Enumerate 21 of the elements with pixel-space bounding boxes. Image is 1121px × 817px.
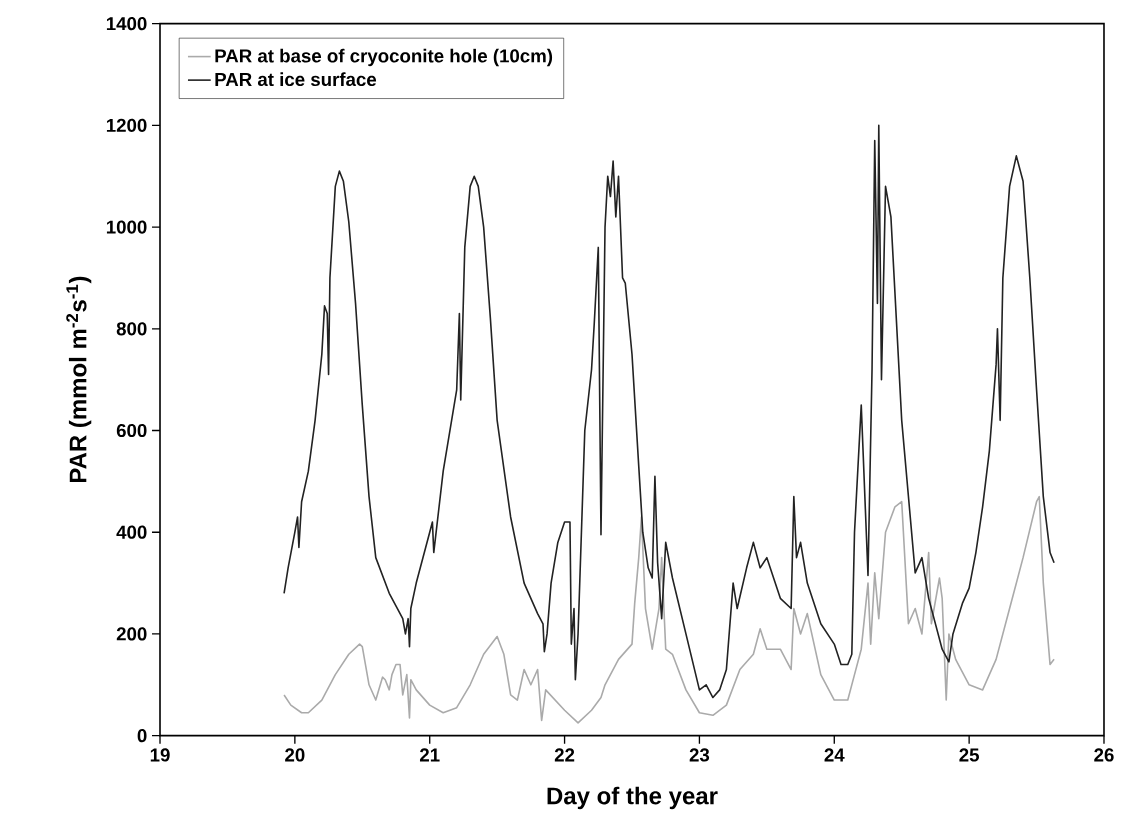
y-tick-label: 600 [116,423,147,438]
x-axis-title: Day of the year [547,786,718,810]
y-tick-label: 0 [137,729,147,743]
y-tick-label: 800 [116,322,147,336]
y-tick-label: 200 [116,627,147,641]
y-axis-title: PAR (mmol m$^{-2}$s$^{-1}$) [66,276,92,483]
x-tick-label: 23 [689,748,710,762]
legend-label: PAR at ice surface [215,72,377,87]
x-tick-label: 21 [419,748,440,762]
x-tick-label: 19 [150,748,170,762]
x-tick-label: 24 [824,748,845,762]
y-tick-label: 400 [116,525,147,539]
x-tick-label: 22 [554,748,575,762]
x-tick-label: 25 [959,748,979,762]
x-tick-label: 26 [1094,748,1114,762]
legend-label: PAR at base of cryoconite hole (10cm) [215,48,553,67]
line-series [283,495,1055,724]
y-tick-label: 1200 [106,118,147,132]
y-tick-label: 1400 [106,17,147,31]
x-tick-label: 20 [285,748,305,762]
y-tick-label: 1000 [106,220,147,234]
